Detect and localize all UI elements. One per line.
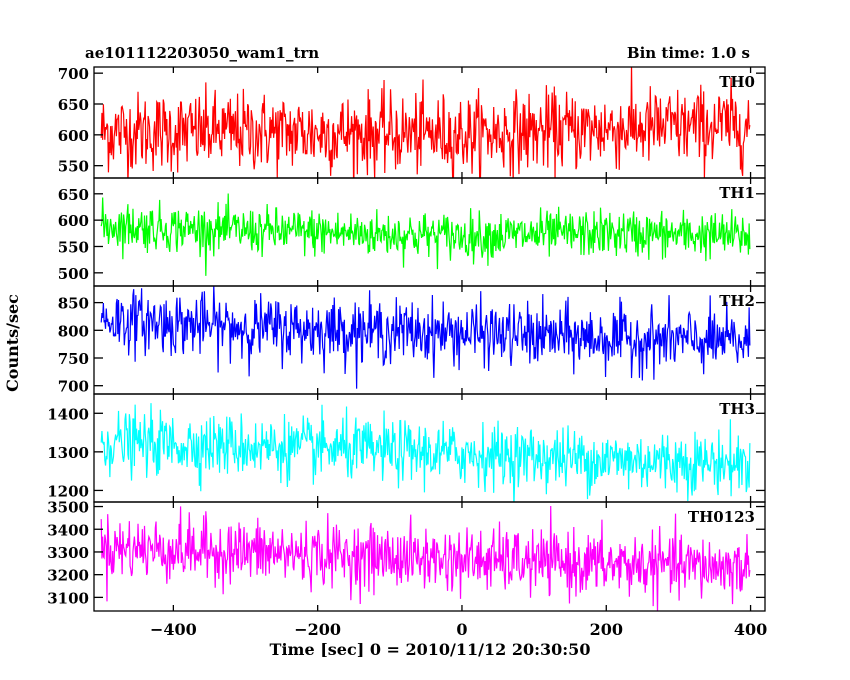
y-tick-label: 700 — [58, 65, 89, 83]
y-tick-label: 550 — [58, 238, 89, 256]
x-tick-label: 400 — [734, 620, 767, 639]
panel-label-th0123: TH0123 — [688, 508, 755, 526]
plot-title: ae101112203050_wam1_trn — [85, 44, 320, 62]
y-tick-label: 3400 — [47, 521, 89, 539]
panel-th0123: 3100 3200 3300 3400 3500 TH0123 — [47, 499, 766, 612]
panel-th0: 550 600 650 700 TH0 — [58, 65, 766, 179]
series-line-th2 — [100, 286, 751, 389]
panel-th2: 700 750 800 850 TH2 — [58, 285, 766, 396]
y-tick-label: 3500 — [47, 499, 89, 517]
series-line-th0123 — [100, 506, 751, 611]
y-tick-label: 550 — [58, 158, 89, 176]
panels-group: 550 600 650 700 TH0 500 550 600 650 TH1 700 750 800 8… — [47, 65, 766, 612]
y-tick-label: 1300 — [47, 444, 89, 462]
series-line-th3 — [100, 403, 751, 502]
panel-label-th1: TH1 — [719, 184, 755, 202]
y-tick-label: 650 — [58, 96, 89, 114]
panel-label-th0: TH0 — [719, 73, 755, 91]
x-tick-label: 200 — [590, 620, 623, 639]
y-axis-label: Counts/sec — [3, 294, 22, 392]
panel-th1: 500 550 600 650 TH1 — [58, 177, 766, 287]
panel-label-th3: TH3 — [719, 400, 755, 418]
y-tick-label: 3100 — [47, 589, 89, 607]
y-tick-label: 1200 — [47, 482, 89, 500]
x-axis: −400 −200 0 200 400 — [150, 620, 767, 639]
y-tick-label: 600 — [58, 212, 89, 230]
y-tick-label: 3300 — [47, 544, 89, 562]
y-tick-label: 750 — [58, 350, 89, 368]
y-tick-label: 500 — [58, 265, 89, 283]
panel-th3: 1200 1300 1400 TH3 — [47, 393, 766, 503]
y-tick-label: 850 — [58, 295, 89, 313]
x-tick-label: −200 — [294, 620, 341, 639]
y-tick-label: 800 — [58, 322, 89, 340]
panel-frame — [93, 501, 766, 612]
y-tick-label: 3200 — [47, 567, 89, 585]
series-line-th0 — [100, 67, 751, 178]
x-axis-label: Time [sec] 0 = 2010/11/12 20:30:50 — [270, 640, 591, 659]
y-tick-label: 700 — [58, 378, 89, 396]
y-tick-label: 1400 — [47, 405, 89, 423]
bin-time-label: Bin time: 1.0 s — [626, 44, 750, 62]
y-tick-label: 650 — [58, 186, 89, 204]
x-tick-label: 0 — [456, 620, 467, 639]
series-line-th1 — [100, 193, 751, 276]
x-tick-label: −400 — [150, 620, 197, 639]
y-tick-label: 600 — [58, 127, 89, 145]
panel-label-th2: TH2 — [719, 292, 755, 310]
